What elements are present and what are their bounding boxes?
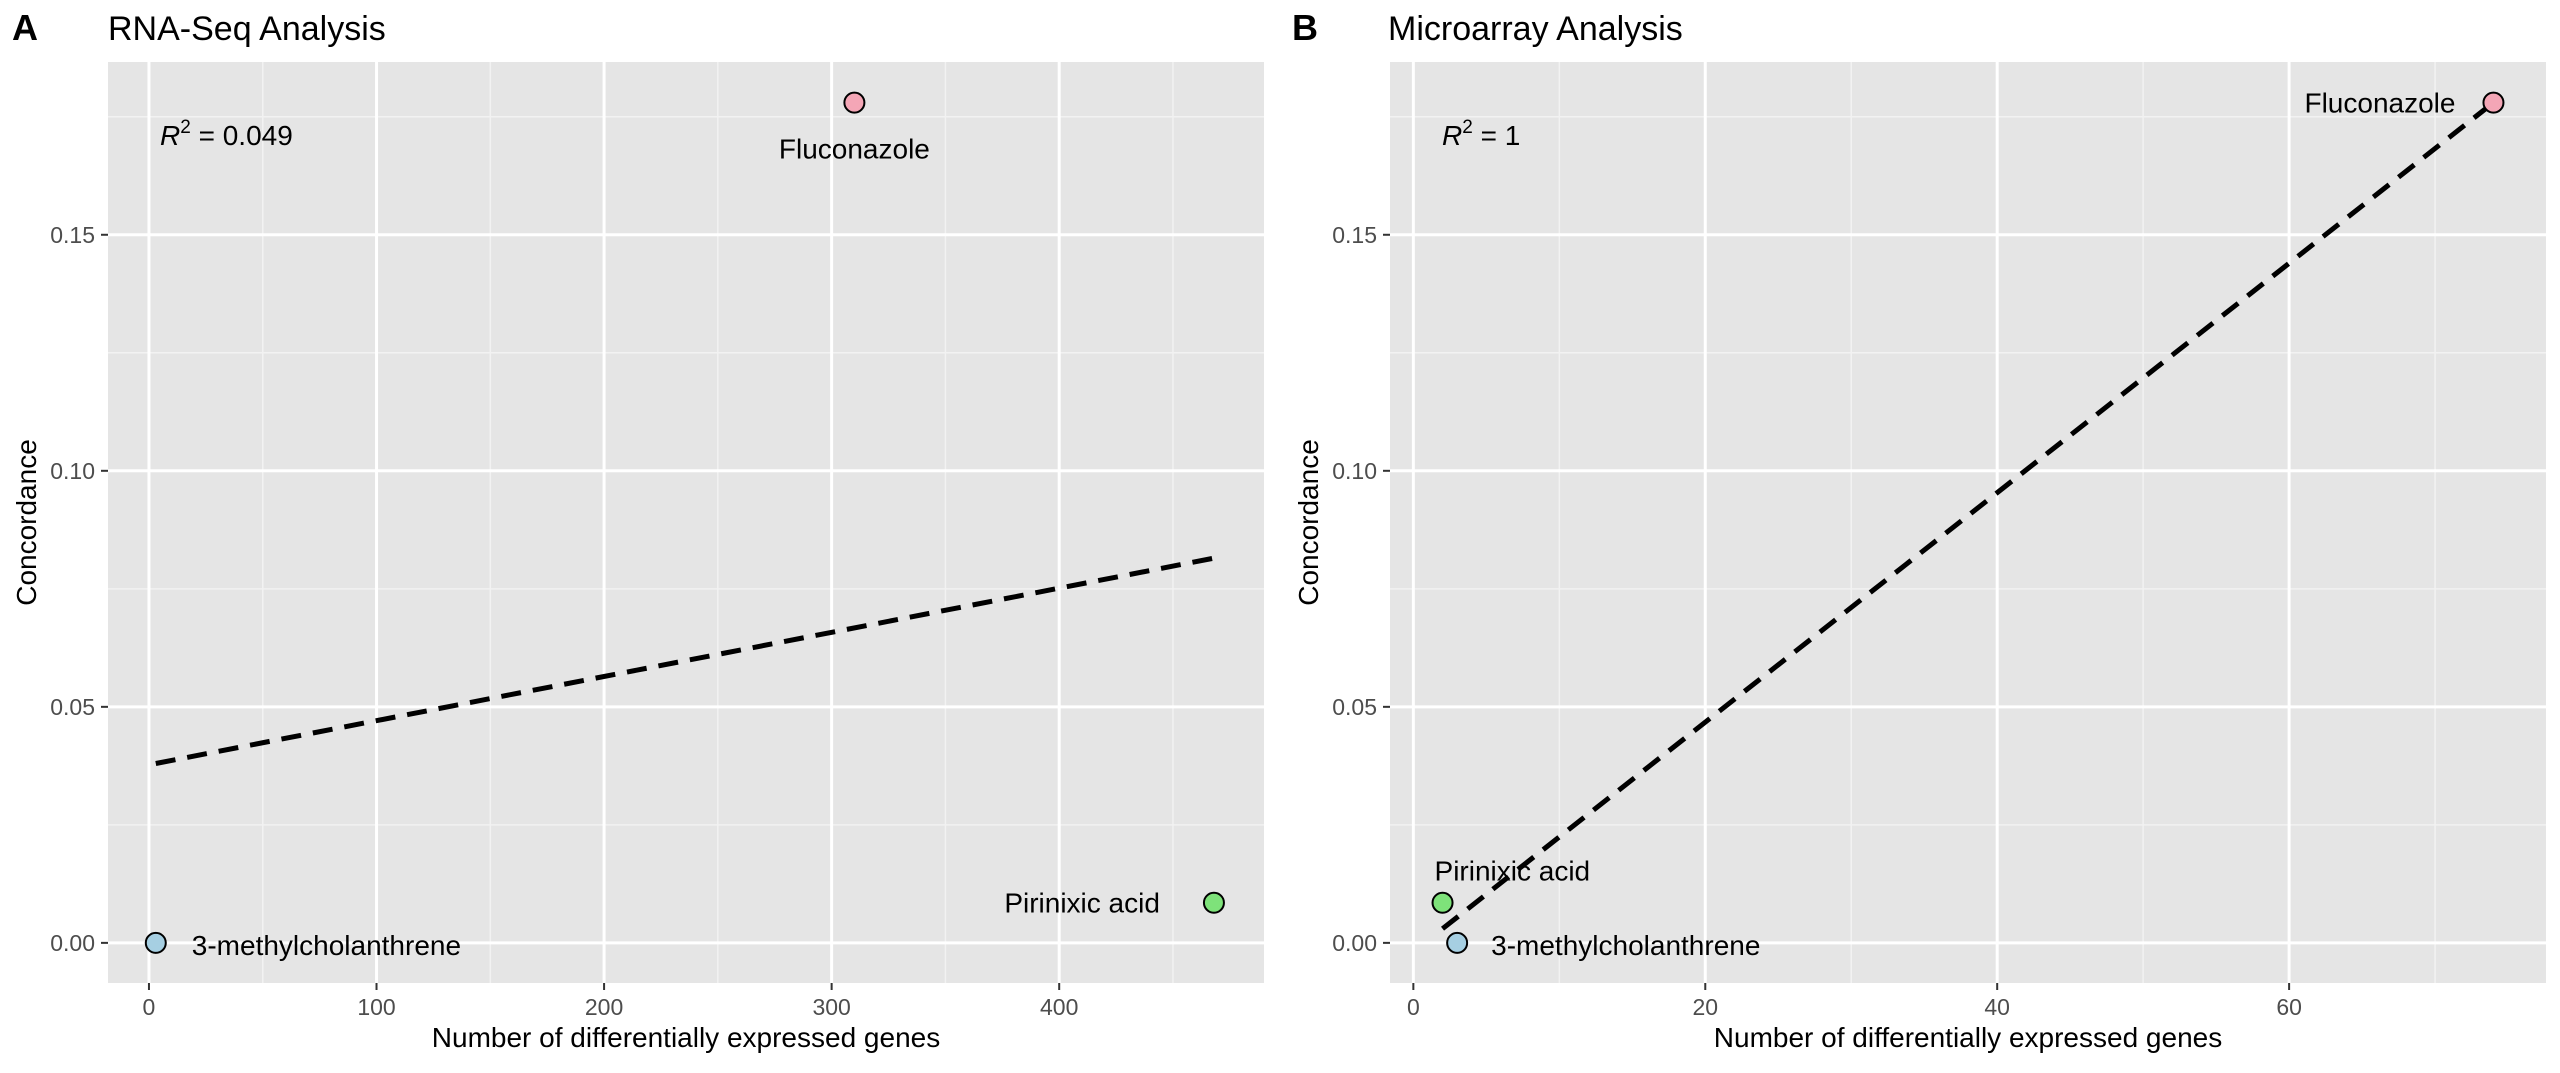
x-tick-label: 40 <box>1984 994 2010 1020</box>
y-tick-label: 0.00 <box>50 930 95 956</box>
chart-panel-b: 0 20 40 60 0.00 0.05 0.10 0.15 Number of differe… <box>1292 7 2546 1053</box>
x-tick-label: 400 <box>1040 994 1078 1020</box>
data-point <box>1202 891 1225 914</box>
r-squared-value: = 0.049 <box>191 120 293 151</box>
panel-title: RNA-Seq Analysis <box>108 10 386 48</box>
y-tick-label: 0.10 <box>50 458 95 484</box>
r-squared-symbol: R <box>1442 120 1462 151</box>
x-tick-label: 0 <box>1407 994 1420 1020</box>
point-label: 3-methylcholanthrene <box>192 930 461 961</box>
point-label: Pirinixic acid <box>1004 888 1160 919</box>
y-tick-label: 0.05 <box>1332 694 1377 720</box>
panel-letter: A <box>12 7 38 48</box>
r-squared-annotation: R2 = 1 <box>1442 117 1520 151</box>
r-squared-symbol: R <box>160 120 180 151</box>
y-tick-label: 0.05 <box>50 694 95 720</box>
x-tick-label: 200 <box>585 994 623 1020</box>
x-tick-label: 0 <box>143 994 156 1020</box>
data-point <box>1431 891 1454 914</box>
data-point <box>2482 91 2505 114</box>
y-axis-title: Concordance <box>11 439 42 606</box>
point-label: Fluconazole <box>2304 88 2455 119</box>
r-squared-superscript: 2 <box>1462 117 1473 138</box>
trend-line <box>155 555 1215 766</box>
chart-panel-a: 0 100 200 300 400 0.00 0.05 0.10 0.15 Number of d… <box>11 7 1264 1053</box>
y-tick-label: 0.15 <box>1332 222 1377 248</box>
point-label: Fluconazole <box>779 134 930 165</box>
data-point <box>144 931 167 954</box>
data-point <box>843 91 866 114</box>
x-axis-title: Number of differentially expressed genes <box>432 1022 940 1053</box>
y-axis-title: Concordance <box>1293 439 1324 606</box>
panel-title: Microarray Analysis <box>1388 10 1683 48</box>
r-squared-superscript: 2 <box>180 117 191 138</box>
y-tick-label: 0.15 <box>50 222 95 248</box>
x-tick-label: 100 <box>357 994 395 1020</box>
panel-letter: B <box>1292 7 1318 48</box>
x-axis-title: Number of differentially expressed genes <box>1714 1022 2222 1053</box>
point-label: Pirinixic acid <box>1435 856 1591 887</box>
data-point <box>1446 931 1469 954</box>
x-tick-label: 60 <box>2276 994 2302 1020</box>
plot-background <box>1390 62 2546 983</box>
x-tick-label: 300 <box>812 994 850 1020</box>
plot-background <box>108 62 1264 983</box>
y-tick-label: 0.10 <box>1332 458 1377 484</box>
y-tick-label: 0.00 <box>1332 930 1377 956</box>
r-squared-value: = 1 <box>1473 120 1520 151</box>
x-tick-label: 20 <box>1692 994 1718 1020</box>
r-squared-annotation: R2 = 0.049 <box>160 117 293 151</box>
point-label: 3-methylcholanthrene <box>1491 930 1760 961</box>
